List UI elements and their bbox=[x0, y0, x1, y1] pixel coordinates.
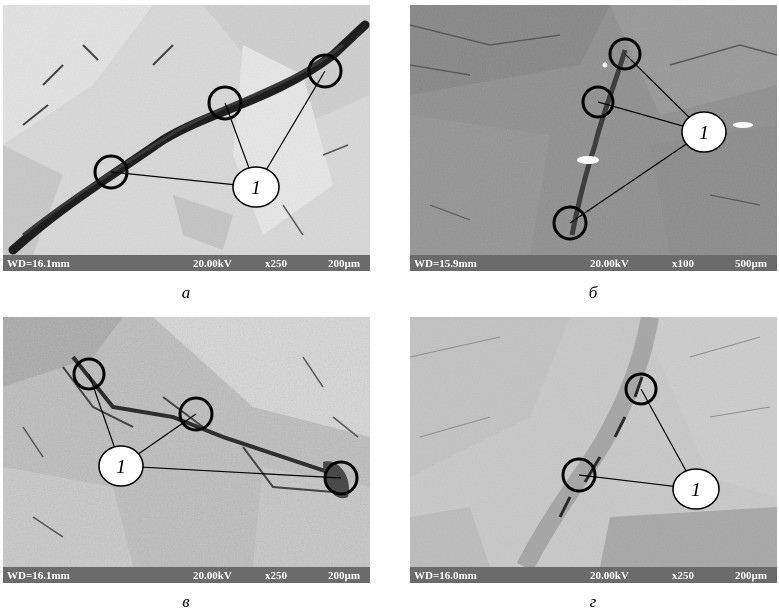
sem-info-bar bbox=[410, 255, 777, 271]
marker-label-bubble bbox=[672, 468, 720, 510]
scale-bar-label: 500µm bbox=[735, 258, 767, 270]
panel-caption-a: а bbox=[181, 283, 191, 302]
scale-bar-label: 200µm bbox=[735, 570, 767, 582]
marker-label: 1 bbox=[251, 177, 261, 199]
sem-panel-g: 1 WD=16.0mm 20.00kV x250 200µm bbox=[410, 317, 777, 583]
accelerating-voltage: 20.00kV bbox=[590, 258, 629, 270]
marker-circle bbox=[561, 457, 597, 493]
marker-label: 1 bbox=[116, 456, 126, 478]
working-distance: WD=16.0mm bbox=[414, 570, 477, 582]
sem-info-bar bbox=[3, 255, 370, 271]
scale-bar-label: 200µm bbox=[328, 258, 360, 270]
marker-label-bubble bbox=[98, 445, 144, 487]
sem-micrograph-b: 1 WD=15.9mm 20.00kV x100 500µm bbox=[410, 5, 777, 271]
marker-circle bbox=[178, 396, 214, 432]
marker-label: 1 bbox=[699, 122, 709, 144]
sem-micrograph-v: 1 WD=16.1mm 20.00kV x250 200µm bbox=[3, 317, 370, 583]
panel-caption-v: в bbox=[182, 592, 190, 611]
sem-panel-a: 1 WD=16.1mm 20.00kV x250 200µm bbox=[3, 5, 370, 271]
marker-circle bbox=[624, 372, 658, 406]
marker-circle bbox=[72, 357, 106, 391]
magnification: x100 bbox=[672, 258, 695, 270]
marker-label-bubble bbox=[232, 166, 280, 208]
sem-micrograph-a: 1 WD=16.1mm 20.00kV x250 200µm bbox=[3, 5, 370, 271]
marker-circle bbox=[608, 37, 642, 71]
working-distance: WD=15.9mm bbox=[414, 258, 477, 270]
marker-circle bbox=[323, 460, 359, 496]
magnification: x250 bbox=[265, 258, 288, 270]
marker-circle bbox=[93, 154, 129, 190]
marker-circle bbox=[307, 53, 343, 89]
marker-circle bbox=[552, 205, 588, 241]
sem-panel-v: 1 WD=16.1mm 20.00kV x250 200µm bbox=[3, 317, 370, 583]
panel-caption-g: г bbox=[589, 592, 597, 611]
magnification: x250 bbox=[265, 570, 288, 582]
marker-circle bbox=[581, 85, 615, 119]
accelerating-voltage: 20.00kV bbox=[193, 258, 232, 270]
marker-circle bbox=[207, 85, 243, 121]
panel-caption-b: б bbox=[588, 283, 598, 302]
scale-bar-label: 200µm bbox=[328, 570, 360, 582]
sem-panel-b: 1 WD=15.9mm 20.00kV x100 500µm bbox=[410, 5, 777, 271]
working-distance: WD=16.1mm bbox=[7, 258, 70, 270]
marker-label-bubble bbox=[681, 111, 727, 153]
magnification: x250 bbox=[672, 570, 695, 582]
marker-label: 1 bbox=[691, 479, 701, 501]
working-distance: WD=16.1mm bbox=[7, 570, 70, 582]
sem-info-bar bbox=[3, 567, 370, 583]
accelerating-voltage: 20.00kV bbox=[590, 570, 629, 582]
accelerating-voltage: 20.00kV bbox=[193, 570, 232, 582]
sem-info-bar bbox=[410, 567, 777, 583]
sem-micrograph-g: 1 WD=16.0mm 20.00kV x250 200µm bbox=[410, 317, 777, 583]
